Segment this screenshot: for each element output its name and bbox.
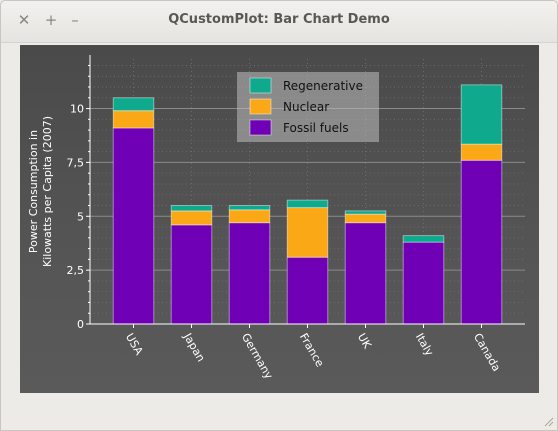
x-tick-label: Japan [180,330,207,364]
legend-label: Nuclear [283,100,329,114]
y-tick-label: 5 [77,210,84,223]
legend-swatch [249,98,272,115]
bar-fossil-fuels[interactable] [402,241,445,325]
bar-regenerative[interactable] [112,97,155,112]
bar-nuclear[interactable] [460,143,503,161]
bar-regenerative[interactable] [170,205,213,212]
bar-nuclear[interactable] [344,213,387,224]
y-tick-label: 2,5 [67,264,85,277]
bar-regenerative[interactable] [228,205,271,211]
legend-label: Fossil fuels [283,121,349,135]
y-tick-label: 10 [70,103,84,116]
x-tick-label: Canada [471,331,503,374]
bar-nuclear[interactable] [228,209,271,224]
x-tick-label: Italy [413,331,436,359]
x-tick-label: France [297,331,327,369]
bar-nuclear[interactable] [112,110,155,129]
minimize-icon[interactable]: – [71,11,79,29]
bar-regenerative[interactable] [286,199,329,209]
resize-grip-icon[interactable] [542,415,554,427]
bar-fossil-fuels[interactable] [344,222,387,325]
window-title: QCustomPlot: Bar Chart Demo [168,12,390,27]
bar-regenerative[interactable] [402,235,445,243]
bar-fossil-fuels[interactable] [228,222,271,325]
y-tick-label: 0 [77,318,84,331]
bar-chart[interactable]: 0 2,5 5 7,5 10 USA Japan Germany France UK Italy Ca… [20,45,539,393]
x-tick-label: USA [123,331,146,358]
bar-fossil-fuels[interactable] [460,159,503,325]
bar-nuclear[interactable] [286,207,329,258]
bar-fossil-fuels[interactable] [112,127,155,325]
title-bar[interactable]: ✕ + – QCustomPlot: Bar Chart Demo [1,1,557,43]
bar-fossil-fuels[interactable] [286,256,329,325]
x-tick-label: Germany [239,331,276,382]
bar-regenerative[interactable] [460,84,503,145]
close-icon[interactable]: ✕ [17,11,31,29]
legend-swatch [249,77,272,94]
bar-regenerative[interactable] [344,210,387,215]
legend-swatch [249,119,272,136]
y-tick-label: 7,5 [67,156,85,169]
maximize-icon[interactable]: + [44,11,58,29]
y-axis-label: Power Consumption in [27,130,40,253]
x-tick-label: UK [355,331,374,351]
y-axis-label: Kilowatts per Capita (2007) [41,116,54,267]
chart-canvas[interactable]: 0 2,5 5 7,5 10 USA Japan Germany France UK Italy Ca… [20,45,539,393]
bar-fossil-fuels[interactable] [170,224,213,325]
legend-label: Regenerative [283,79,363,93]
bar-nuclear[interactable] [170,210,213,226]
